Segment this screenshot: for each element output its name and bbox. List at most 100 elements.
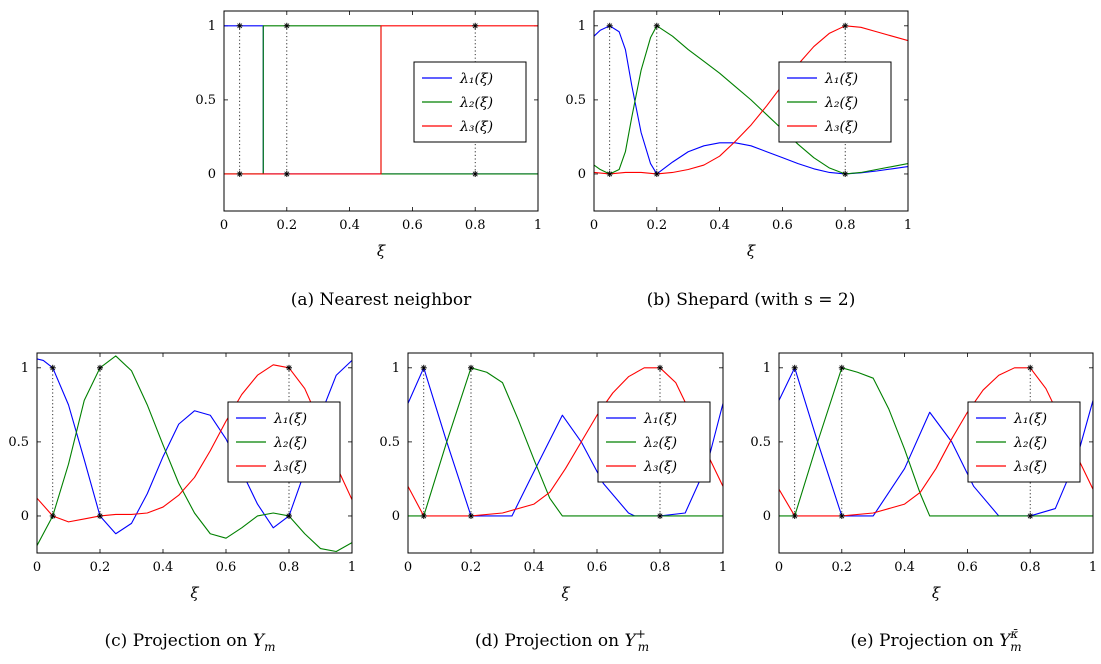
legend-label-2: λ₂(ξ) <box>459 95 493 111</box>
series-line-3 <box>408 367 723 517</box>
x-tick-label: 1 <box>348 560 356 575</box>
legend-label-1: λ₁(ξ) <box>459 71 493 87</box>
node-marker <box>842 22 849 29</box>
x-tick-label: 1 <box>1089 560 1097 575</box>
node-marker <box>472 170 479 177</box>
subfigure-caption: (a) Nearest neighbor <box>291 290 472 310</box>
axes-frame <box>407 352 724 554</box>
legend-label-1: λ₁(ξ) <box>273 411 307 427</box>
node-marker <box>472 22 479 29</box>
y-tick-label: 0 <box>392 509 400 524</box>
node-marker <box>842 170 849 177</box>
legend-label-3: λ₃(ξ) <box>643 459 677 475</box>
legend: λ₁(ξ) λ₂(ξ) λ₃(ξ) <box>227 401 341 483</box>
series-line-3 <box>224 25 538 175</box>
subfigure-caption: (b) Shepard (with s = 2) <box>647 290 856 310</box>
legend: λ₁(ξ) λ₂(ξ) λ₃(ξ) <box>778 61 892 143</box>
series-line-1 <box>408 367 723 517</box>
x-axis-label: ξ <box>190 584 199 602</box>
y-tick-label: 1 <box>208 19 216 34</box>
x-tick-label: 0.2 <box>831 560 852 575</box>
axes-frame <box>36 352 353 554</box>
x-tick-label: 0.4 <box>894 560 915 575</box>
y-tick-label: 0.5 <box>195 93 216 108</box>
node-marker <box>97 364 103 371</box>
legend-box <box>227 401 341 483</box>
axes-frame <box>778 352 1094 554</box>
x-tick-label: 0 <box>404 560 412 575</box>
legend: λ₁(ξ) λ₂(ξ) λ₃(ξ) <box>413 61 527 143</box>
subfigure-caption: (c) Projection on Ym <box>105 631 276 654</box>
series-line-2 <box>408 367 723 517</box>
x-tick-label: 0 <box>590 218 598 233</box>
node-marker <box>420 512 427 519</box>
node-marker <box>286 364 292 371</box>
legend-label-1: λ₁(ξ) <box>643 411 677 427</box>
series-line-2 <box>37 355 352 553</box>
legend-label-3: λ₃(ξ) <box>1013 459 1047 475</box>
x-tick-label: 0.6 <box>772 218 793 233</box>
legend-label-2: λ₂(ξ) <box>824 95 858 111</box>
node-marker <box>286 512 292 519</box>
node-marker <box>838 512 845 519</box>
x-tick-label: 0.2 <box>90 560 111 575</box>
node-marker <box>236 170 243 177</box>
x-tick-label: 0.6 <box>402 218 423 233</box>
y-tick-label: 0.5 <box>750 435 771 450</box>
series-line-2 <box>779 367 1093 517</box>
x-tick-label: 0.8 <box>835 218 856 233</box>
node-marker <box>468 364 474 371</box>
y-tick-label: 0 <box>578 167 586 182</box>
legend-label-3: λ₃(ξ) <box>273 459 307 475</box>
node-marker <box>653 22 660 29</box>
node-marker <box>97 512 103 519</box>
x-tick-label: 0.8 <box>465 218 486 233</box>
x-tick-label: 0.2 <box>461 560 482 575</box>
subfigure-caption: (e) Projection on Yκ̄ m <box>850 627 1021 654</box>
x-axis-label: ξ <box>932 584 941 602</box>
x-tick-label: 0.8 <box>1020 560 1041 575</box>
y-tick-label: 1 <box>392 361 400 376</box>
node-marker <box>236 22 243 29</box>
legend-label-2: λ₂(ξ) <box>273 435 307 451</box>
axes-frame <box>223 10 539 212</box>
axes-frame <box>593 10 909 212</box>
legend-label-1: λ₁(ξ) <box>824 71 858 87</box>
x-axis-label: ξ <box>747 242 756 260</box>
node-marker <box>657 512 663 519</box>
x-axis-label: ξ <box>377 242 386 260</box>
series-line-3 <box>594 25 908 175</box>
node-marker <box>606 170 613 177</box>
y-tick-label: 0 <box>208 167 216 182</box>
legend-label-3: λ₃(ξ) <box>459 119 493 135</box>
x-tick-label: 0.2 <box>646 218 667 233</box>
node-marker <box>606 22 613 29</box>
node-marker <box>1027 512 1034 519</box>
legend: λ₁(ξ) λ₂(ξ) λ₃(ξ) <box>967 401 1081 483</box>
y-tick-label: 0 <box>763 509 771 524</box>
x-tick-label: 1 <box>719 560 727 575</box>
series-line-3 <box>779 367 1093 517</box>
legend-label-3: λ₃(ξ) <box>824 119 858 135</box>
node-marker <box>1027 364 1034 371</box>
chart-panel-c: 0 0.2 0.4 0.6 0.8 1 0 0.5 1 ξ λ₁(ξ) λ₂(ξ) λ₃(ξ) (c) P… <box>8 352 356 654</box>
x-tick-label: 0.4 <box>339 218 360 233</box>
legend-label-2: λ₂(ξ) <box>1013 435 1047 451</box>
x-tick-label: 0.4 <box>153 560 174 575</box>
y-tick-label: 1 <box>21 361 29 376</box>
y-tick-label: 0.5 <box>8 435 29 450</box>
node-marker <box>283 170 290 177</box>
y-tick-label: 0 <box>21 509 29 524</box>
node-marker <box>49 512 56 519</box>
subfigure-caption: (d) Projection on Y+ m <box>475 627 649 654</box>
node-marker <box>283 22 290 29</box>
series-line-1 <box>779 367 1093 517</box>
x-axis-label: ξ <box>561 584 570 602</box>
x-tick-label: 0.6 <box>216 560 237 575</box>
x-tick-label: 1 <box>904 218 912 233</box>
legend-box <box>597 401 711 483</box>
x-tick-label: 0.6 <box>957 560 978 575</box>
y-tick-label: 0.5 <box>379 435 400 450</box>
legend-label-1: λ₁(ξ) <box>1013 411 1047 427</box>
